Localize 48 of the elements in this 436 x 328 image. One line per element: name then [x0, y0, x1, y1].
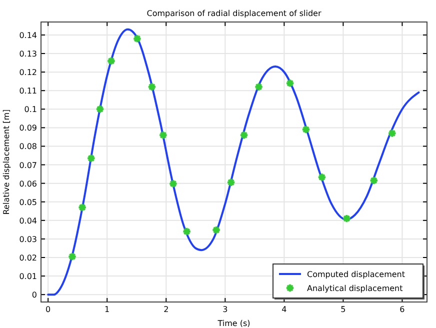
- point: [86, 154, 96, 163]
- legend-label: Analytical displacement: [307, 284, 403, 293]
- y-tick-label: 0.1: [24, 105, 37, 114]
- y-tick-label: 0.03: [19, 234, 37, 244]
- point: [95, 104, 105, 114]
- point: [254, 82, 264, 92]
- y-axis-title: Relative displacement [m]: [2, 109, 11, 215]
- y-tick-label: 0.02: [19, 253, 37, 262]
- x-tick-label: 3: [222, 305, 228, 314]
- x-tick-label: 2: [164, 305, 169, 314]
- line-series: [47, 28, 420, 296]
- y-tick-label: 0.13: [19, 50, 37, 59]
- point: [301, 124, 311, 134]
- point: [285, 78, 295, 88]
- point: [158, 130, 168, 140]
- x-tick-label: 1: [104, 305, 110, 314]
- x-tick-label: 6: [400, 305, 405, 314]
- y-tick-label: 0: [32, 290, 37, 300]
- y-tick-label: 0.08: [19, 142, 37, 152]
- y-tick-label: 0.06: [19, 179, 37, 188]
- y-tick-label: 0.05: [19, 198, 37, 207]
- y-tick-label: 0.12: [19, 68, 37, 78]
- x-tick-label: 0: [46, 305, 51, 314]
- x-tick-label: 4: [282, 305, 287, 314]
- y-tick-label: 0.09: [19, 124, 37, 133]
- y-tick-label: 0.11: [19, 86, 37, 96]
- y-tick-label: 0.14: [19, 30, 37, 40]
- point: [388, 128, 397, 138]
- legend-label: Computed displacement: [307, 270, 406, 279]
- point: [147, 82, 157, 92]
- point: [68, 252, 77, 262]
- point: [239, 130, 249, 140]
- x-tick-label: 5: [340, 305, 346, 314]
- point: [168, 179, 178, 188]
- point: [182, 226, 192, 236]
- point: [226, 178, 236, 187]
- y-tick-label: 0.07: [19, 160, 37, 170]
- chart-title: Comparison of radial displacement of slider: [146, 9, 322, 18]
- point: [369, 176, 378, 186]
- point: [317, 172, 327, 182]
- point: [342, 214, 352, 224]
- y-tick-label: 0.04: [19, 216, 37, 226]
- y-tick-label: 0.01: [19, 272, 37, 282]
- point: [132, 34, 142, 44]
- x-axis-title: Time (s): [216, 319, 250, 328]
- point: [106, 56, 116, 66]
- point: [78, 202, 87, 212]
- point: [212, 225, 221, 235]
